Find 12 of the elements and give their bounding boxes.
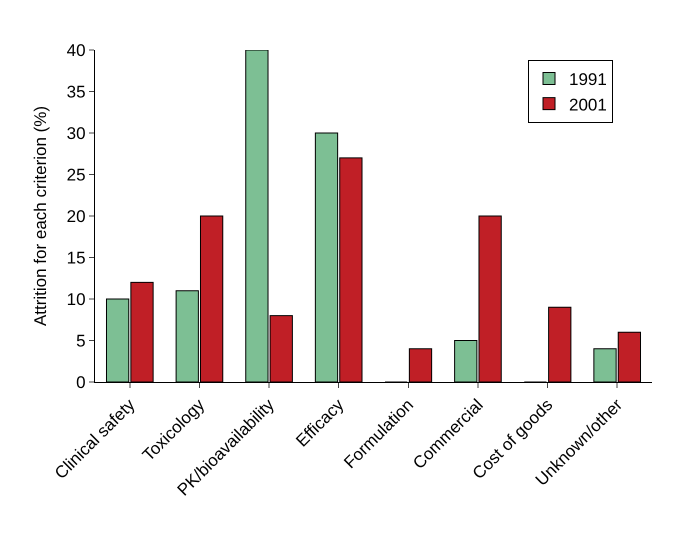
y-tick-label: 40 bbox=[66, 40, 86, 60]
legend-label: 2001 bbox=[569, 95, 607, 114]
y-tick-label: 10 bbox=[66, 290, 86, 309]
legend-label: 1991 bbox=[569, 70, 607, 90]
y-tick-label: 20 bbox=[66, 206, 86, 226]
y-tick-label: 30 bbox=[66, 124, 86, 143]
y-tick-label: 15 bbox=[66, 248, 86, 268]
y-tick-label: 35 bbox=[66, 82, 86, 102]
y-tick-label: 25 bbox=[66, 165, 86, 184]
y-tick-label: 0 bbox=[76, 372, 86, 392]
y-tick-label: 5 bbox=[76, 331, 86, 350]
y-axis-title: Attrition for each criterion (%) bbox=[31, 106, 50, 326]
